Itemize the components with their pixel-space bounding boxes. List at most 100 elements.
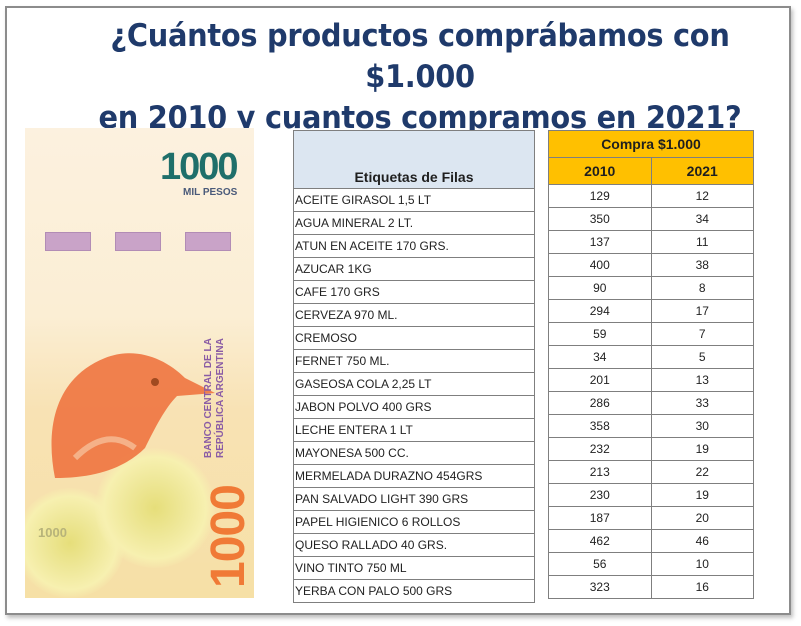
value-2021: 19 [650,483,754,507]
row-label: PAPEL HIGIENICO 6 ROLLOS [293,510,535,534]
table-row: 56 10 [548,552,754,576]
table-row: 400 38 [548,253,754,277]
value-2010: 137 [548,230,652,254]
flower-decoration [95,448,215,568]
table-row: 286 33 [548,391,754,415]
table-row: FERNET 750 ML. [293,349,535,373]
table-row: PAN SALVADO LIGHT 390 GRS [293,487,535,511]
table-row: 358 30 [548,414,754,438]
table-row: AGUA MINERAL 2 LT. [293,211,535,235]
row-label: CAFE 170 GRS [293,280,535,304]
value-2021: 16 [650,575,754,599]
banknote-strip [45,232,91,251]
value-2021: 33 [650,391,754,415]
value-2021: 7 [650,322,754,346]
table-row: 232 19 [548,437,754,461]
row-label: VINO TINTO 750 ML [293,556,535,580]
value-2010: 323 [548,575,652,599]
table-row: 230 19 [548,483,754,507]
value-2021: 38 [650,253,754,277]
value-2010: 34 [548,345,652,369]
table-row: 213 22 [548,460,754,484]
row-label: GASEOSA COLA 2,25 LT [293,372,535,396]
table-row: MERMELADA DURAZNO 454GRS [293,464,535,488]
purchase-values-table: Compra $1.000 2010 2021 129 12 350 34 137 1… [548,130,754,599]
row-label: MERMELADA DURAZNO 454GRS [293,464,535,488]
value-2021: 22 [650,460,754,484]
row-label: PAN SALVADO LIGHT 390 GRS [293,487,535,511]
table-row: 137 11 [548,230,754,254]
banknote-strip [115,232,161,251]
large-number-text: 1000 [202,485,254,588]
table-row: PAPEL HIGIENICO 6 ROLLOS [293,510,535,534]
banknote-denomination-words: MIL PESOS [183,187,238,198]
value-2010: 56 [548,552,652,576]
value-2021: 17 [650,299,754,323]
value-2021: 10 [650,552,754,576]
table-row: VINO TINTO 750 ML [293,556,535,580]
issuer-line-2: REPÚBLICA ARGENTINA [215,338,226,458]
value-2010: 400 [548,253,652,277]
table-row: MAYONESA 500 CC. [293,441,535,465]
table-row: 59 7 [548,322,754,346]
value-2021: 8 [650,276,754,300]
banknote-issuer: BANCO CENTRAL DE LA REPÚBLICA ARGENTINA [203,298,231,458]
row-label: YERBA CON PALO 500 GRS [293,579,535,603]
value-2010: 350 [548,207,652,231]
value-2021: 34 [650,207,754,231]
row-label: CERVEZA 970 ML. [293,303,535,327]
table-row: 34 5 [548,345,754,369]
table-row: 294 17 [548,299,754,323]
table-row: 129 12 [548,184,754,208]
banknote-large-number: 1000 [202,458,254,588]
table-row: YERBA CON PALO 500 GRS [293,579,535,603]
value-2010: 187 [548,506,652,530]
table-row: CAFE 170 GRS [293,280,535,304]
page-title: ¿Cuántos productos comprábamos con $1.00… [67,16,774,139]
value-2021: 13 [650,368,754,392]
row-label: JABON POLVO 400 GRS [293,395,535,419]
banknote-strip [185,232,231,251]
table-row: GASEOSA COLA 2,25 LT [293,372,535,396]
issuer-line-1: BANCO CENTRAL DE LA [203,338,214,458]
value-2021: 30 [650,414,754,438]
group-header: Compra $1.000 [548,130,754,158]
row-label: FERNET 750 ML. [293,349,535,373]
value-2010: 286 [548,391,652,415]
row-label: ATUN EN ACEITE 170 GRS. [293,234,535,258]
value-2010: 201 [548,368,652,392]
value-2021: 5 [650,345,754,369]
table-row: CREMOSO [293,326,535,350]
banknote-denomination: 1000 [160,146,239,188]
row-label: MAYONESA 500 CC. [293,441,535,465]
year-header-2010: 2010 [548,157,652,185]
banknote-image: 1000 MIL PESOS BANCO CENTRAL DE LA REPÚBL… [25,128,254,598]
value-2021: 12 [650,184,754,208]
row-label: LECHE ENTERA 1 LT [293,418,535,442]
table-row: 187 20 [548,506,754,530]
row-labels-header: Etiquetas de Filas [293,130,535,189]
row-label: AZUCAR 1KG [293,257,535,281]
row-label: AGUA MINERAL 2 LT. [293,211,535,235]
row-labels-table: Etiquetas de Filas ACEITE GIRASOL 1,5 LT… [293,130,535,603]
row-label: QUESO RALLADO 40 GRS. [293,533,535,557]
value-2021: 11 [650,230,754,254]
table-row: 201 13 [548,368,754,392]
table-row: LECHE ENTERA 1 LT [293,418,535,442]
table-row: 462 46 [548,529,754,553]
value-2010: 358 [548,414,652,438]
table-row: ATUN EN ACEITE 170 GRS. [293,234,535,258]
row-label: CREMOSO [293,326,535,350]
table-row: ACEITE GIRASOL 1,5 LT [293,188,535,212]
value-2010: 90 [548,276,652,300]
row-label: ACEITE GIRASOL 1,5 LT [293,188,535,212]
table-row: 323 16 [548,575,754,599]
year-header-2021: 2021 [650,157,754,185]
value-2010: 232 [548,437,652,461]
bird-illustration-icon [51,353,215,478]
value-2021: 46 [650,529,754,553]
value-2010: 59 [548,322,652,346]
value-2010: 129 [548,184,652,208]
value-2010: 230 [548,483,652,507]
value-2010: 462 [548,529,652,553]
